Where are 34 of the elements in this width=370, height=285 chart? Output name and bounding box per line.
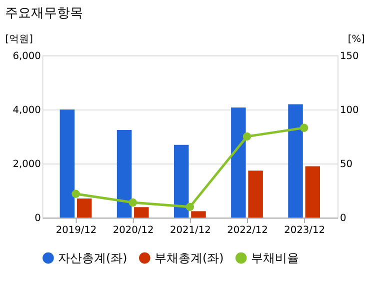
y-axis-title: [억원]	[5, 34, 33, 46]
point	[186, 202, 194, 211]
x-tick-label: 2019/12	[56, 224, 97, 236]
legend-label: 부채비율	[250, 250, 299, 265]
y2-tick-label: 0	[340, 213, 346, 224]
x-tick-label: 2020/12	[112, 224, 154, 236]
y-tick-label: 2,000	[12, 159, 41, 170]
bar	[134, 207, 149, 218]
x-tick-label: 2022/12	[227, 224, 268, 236]
bar	[60, 109, 75, 218]
bar	[288, 104, 303, 218]
bar	[231, 108, 246, 218]
legend-label: 부채총계(좌)	[154, 250, 224, 265]
bar	[174, 144, 189, 218]
y2-tick-label: 150	[340, 50, 359, 62]
y2-tick-label: 100	[340, 104, 359, 116]
legend-label: 자산총계(좌)	[58, 250, 128, 265]
point	[128, 198, 137, 207]
chart-title: 주요재무항목	[5, 6, 84, 21]
point	[300, 124, 308, 132]
bar	[305, 166, 320, 218]
bar	[76, 198, 92, 218]
y-tick-label: 6,000	[12, 50, 41, 62]
point	[72, 190, 80, 198]
x-tick-label: 2021/12	[170, 224, 211, 236]
y-tick-label: 0	[34, 213, 41, 224]
bar	[248, 170, 263, 218]
y-tick-label: 4,000	[12, 104, 41, 116]
point	[242, 132, 252, 141]
x-tick-label: 2023/12	[284, 224, 325, 236]
bar	[191, 211, 206, 218]
bar	[116, 130, 132, 218]
y2-axis-title: [%]	[348, 34, 365, 46]
y2-tick-label: 50	[340, 159, 352, 170]
